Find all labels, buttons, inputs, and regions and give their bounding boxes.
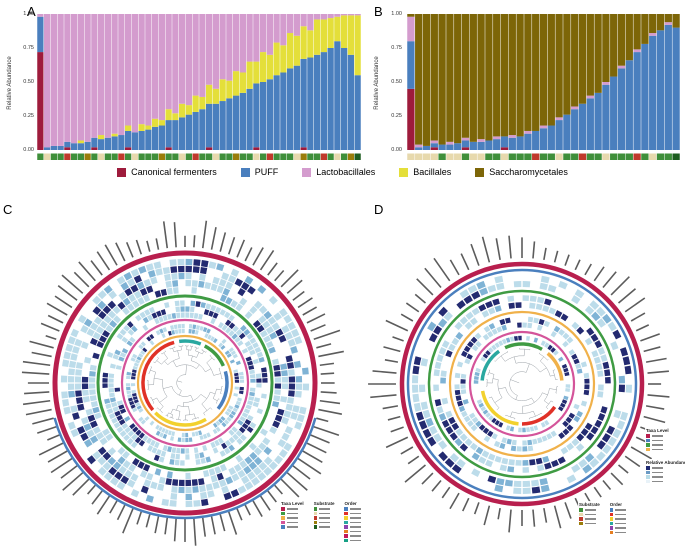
- legend-item-saccharomycetales: Saccharomycetales: [475, 167, 568, 177]
- panel-c-circular-phylogenetic-heatmap: [21, 220, 344, 546]
- lactobacillales-swatch: [302, 167, 312, 177]
- panel-d-legend-order: Order: [608, 501, 628, 536]
- legend-entry: [609, 521, 627, 525]
- panel-a-label: A: [27, 4, 36, 19]
- puff-swatch: [240, 167, 250, 177]
- legend-entry: [281, 520, 304, 524]
- legend-entry: [579, 521, 600, 525]
- legend-entry: [313, 507, 335, 511]
- legend-entry: [281, 511, 304, 515]
- legend-entry: [344, 507, 361, 511]
- panel-a-y-axis-label: Relative Abundance: [7, 56, 13, 110]
- panel-d-bottom-legends: Substrate Order: [578, 501, 628, 536]
- legend-entry: [646, 479, 685, 483]
- legend-entry: [344, 520, 361, 524]
- legend-entry: [579, 508, 600, 512]
- legend-entry: [281, 507, 304, 511]
- panel-d-legend-taxa-level-title: Taxa Level: [646, 428, 669, 433]
- panel-b-ytick-0.50: 0.50: [391, 79, 402, 85]
- sample-annotation-strip: [407, 153, 680, 160]
- panel-a-ytick-0.25: 0.25: [23, 113, 34, 119]
- legend-entry: [609, 508, 627, 512]
- bars-group: [407, 14, 680, 151]
- panel-b-y-axis-label: Relative Abundance: [374, 56, 380, 110]
- legend-entry: [646, 466, 685, 470]
- lactobacillales-label: Lactobacillales: [316, 167, 376, 177]
- panel-c-legend-substrate-title: Substrate: [313, 501, 335, 506]
- legend-entry: [313, 520, 335, 524]
- panel-d-legend-order-title: Order: [609, 502, 623, 507]
- canonical-fermenters-label: Canonical fermenters: [131, 167, 217, 177]
- panel-b-ytick-0.25: 0.25: [391, 113, 402, 119]
- legend-entry: [344, 529, 361, 533]
- panel-d-legend-substrate-title: Substrate: [579, 502, 600, 507]
- legend-entry: [313, 516, 335, 520]
- rings-group: [52, 250, 318, 520]
- bacillales-label: Bacillales: [413, 167, 452, 177]
- panel-c-legend-order: Order: [343, 500, 362, 544]
- bacillales-swatch: [399, 167, 409, 177]
- panel-a-ytick-0.00: 0.00: [23, 147, 34, 153]
- panel-c-legend-taxa-level: Taxa Level: [280, 500, 305, 531]
- legend-item-bacillales: Bacillales: [399, 167, 451, 177]
- rings-group: [399, 261, 645, 507]
- panel-a-stacked-bar-chart: [37, 14, 361, 160]
- panel-a-ytick-0.50: 0.50: [23, 79, 34, 85]
- leaf-labels-group: [368, 235, 670, 533]
- saccharomycetales-swatch: [475, 167, 485, 177]
- panel-c-legend-substrate: Substrate: [312, 500, 336, 531]
- saccharomycetales-label: Saccharomycetales: [489, 167, 568, 177]
- legend-entry: [344, 538, 361, 542]
- legend-entry: [344, 511, 361, 515]
- panel-b-ytick-0.00: 0.00: [391, 147, 402, 153]
- panel-a-ytick-1.00: 1.00: [23, 11, 34, 17]
- legend-entry: [646, 438, 669, 442]
- phylogenetic-tree-group: [147, 345, 223, 421]
- legend-entry: [579, 517, 600, 521]
- panel-b-label: B: [374, 4, 383, 19]
- panel-d-right-legends: Taxa Level Relative Abundance: [645, 427, 685, 485]
- panel-d-circular-phylogenetic-heatmap: [368, 235, 670, 533]
- panel-c-legends: Taxa Level Substrate Order: [280, 500, 362, 544]
- panel-d-legend-taxa-level: Taxa Level: [645, 427, 670, 453]
- legend-entry: [609, 512, 627, 516]
- panel-b-stacked-bar-chart: [407, 14, 680, 160]
- canonical-fermenters-swatch: [117, 167, 127, 177]
- bars-group: [37, 14, 361, 151]
- panel-c-legend-order-title: Order: [344, 501, 357, 506]
- puff-label: PUFF: [254, 167, 279, 177]
- panel-d-legend-relative-abundance: Relative Abundance: [645, 459, 685, 485]
- panel-d-label: D: [374, 202, 384, 217]
- legend-entry: [344, 525, 361, 529]
- leaf-labels-group: [21, 220, 344, 546]
- legend-entry: [609, 517, 627, 521]
- legend-entry: [609, 530, 627, 534]
- panel-d-legend-relative-abundance-title: Relative Abundance: [646, 460, 685, 465]
- legend-entry: [344, 534, 361, 538]
- legend-entry: [646, 447, 669, 451]
- legend-entry: [281, 516, 304, 520]
- legend-item-canonical-fermenters: Canonical fermenters: [117, 167, 217, 177]
- panel-d-legend-substrate: Substrate: [578, 501, 601, 527]
- panel-c-label: C: [3, 202, 13, 217]
- legend-item-lactobacillales: Lactobacillales: [302, 167, 375, 177]
- legend-entry: [646, 475, 685, 479]
- legend-entry: [646, 470, 685, 474]
- legend-entry: [646, 434, 669, 438]
- legend-entry: [609, 526, 627, 530]
- legend-entry: [313, 525, 335, 529]
- legend-entry: [646, 443, 669, 447]
- panel-b-ytick-0.75: 0.75: [391, 45, 402, 51]
- legend-entry: [579, 512, 600, 516]
- panel-b-ytick-1.00: 1.00: [391, 11, 402, 17]
- legend-entry: [281, 525, 304, 529]
- legend-item-puff: PUFF: [240, 167, 279, 177]
- panel-a-ytick-0.75: 0.75: [23, 45, 34, 51]
- taxa-legend: Canonical fermenters PUFF Lactobacillale…: [0, 167, 685, 177]
- legend-entry: [344, 516, 361, 520]
- legend-entry: [313, 511, 335, 515]
- sample-annotation-strip: [37, 153, 361, 160]
- phylogenetic-tree-group: [486, 348, 558, 420]
- panel-c-legend-taxa-level-title: Taxa Level: [281, 501, 304, 506]
